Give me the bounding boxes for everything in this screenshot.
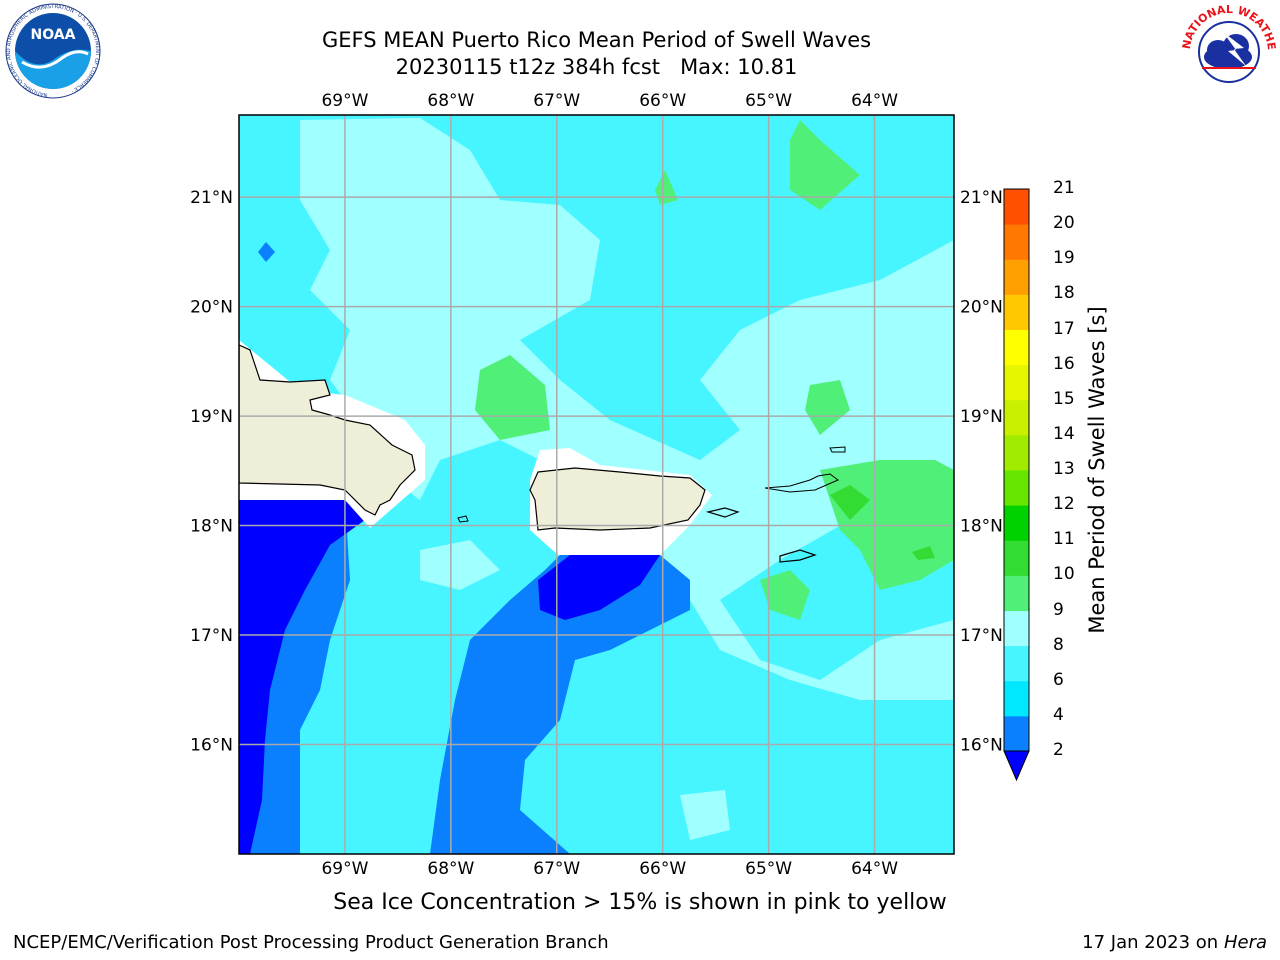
anegada-coastline: [829, 446, 846, 453]
colorbar-swatch: [1004, 575, 1029, 611]
colorbar-swatch: [1004, 399, 1029, 436]
contour-9-10: [805, 380, 850, 435]
colorbar-swatch: [1004, 470, 1029, 506]
contour-9-10: [790, 120, 860, 210]
colorbar-swatch: [1004, 259, 1029, 295]
contour-2-4: [239, 500, 365, 854]
colorbar-tick-label: 13: [1053, 459, 1075, 479]
colorbar-extend-min: [1003, 750, 1030, 782]
lon-tick-label: 65°W: [745, 859, 792, 879]
contour-9-10: [655, 170, 678, 205]
st-croix-coastline: [779, 549, 817, 563]
colorbar-tick-label: 8: [1053, 634, 1064, 655]
lat-tick-label: 18°N: [190, 517, 233, 537]
colorbar-tick-label: 19: [1053, 248, 1075, 269]
colorbar-swatch: [1004, 329, 1029, 366]
lon-tick-label: 66°W: [639, 859, 686, 879]
hispaniola-coastline: [239, 344, 416, 516]
puerto-rico-coastline: [529, 467, 706, 531]
colorbar-tick-label: 4: [1053, 704, 1064, 725]
mona-island-coastline: [457, 515, 469, 523]
lon-tick-label: 67°W: [533, 91, 580, 111]
lat-tick-label: 19°N: [190, 407, 233, 427]
contour-9-10: [760, 570, 810, 620]
virgin-islands-coastline: [764, 473, 839, 493]
map-gridlines: [239, 115, 954, 854]
footer-date: 17 Jan 2023 on Hera: [1082, 932, 1267, 953]
colorbar-swatch: [1004, 434, 1029, 471]
colorbar-swatch: [1004, 715, 1029, 752]
lat-tick-label: 16°N: [190, 736, 233, 756]
colorbar-tick-label: 6: [1053, 669, 1064, 690]
lon-tick-label: 64°W: [851, 91, 898, 111]
lon-tick-label: 64°W: [851, 859, 898, 879]
footer-host: Hera: [1223, 932, 1267, 953]
colorbar-label: Mean Period of Swell Waves [s]: [1085, 306, 1109, 634]
lon-tick-label: 69°W: [321, 859, 368, 879]
chart-title: GEFS MEAN Puerto Rico Mean Period of Swe…: [321, 28, 872, 52]
contour-2-4: [538, 555, 660, 620]
lat-tick-label: 17°N: [960, 626, 1003, 646]
colorbar-tick-label: 15: [1053, 388, 1075, 409]
lon-tick-label: 65°W: [745, 91, 792, 111]
vieques-coastline: [705, 507, 740, 518]
lat-tick-label: 19°N: [960, 407, 1003, 427]
footer-credit: NCEP/EMC/Verification Post Processing Pr…: [13, 932, 609, 953]
footer-date-text: 17 Jan 2023 on: [1082, 932, 1224, 953]
colorbar-swatch: [1004, 224, 1029, 260]
colorbar-swatch: [1004, 610, 1029, 647]
colorbar-swatch: [1004, 680, 1029, 717]
lon-tick-label: 67°W: [533, 859, 580, 879]
map-frame: [238, 114, 955, 855]
contour-8-9: [680, 790, 730, 840]
colorbar-tick-label: 17: [1053, 318, 1075, 339]
colorbar-tick-label: 16: [1053, 353, 1075, 374]
map-tick-labels: 69°W 69°W 68°W 68°W 67°W 67°W 66°W 66°W 65°W 65°W…: [190, 91, 1003, 879]
colorbar-swatch: [1004, 189, 1029, 225]
lon-tick-label: 68°W: [427, 91, 474, 111]
contour-field: [239, 115, 954, 854]
contour-4-6: [258, 242, 275, 262]
noaa-logo: NATIONAL OCEANIC AND ATMOSPHERIC ADMINIS…: [5, 3, 101, 99]
colorbar-tick-label: 9: [1053, 599, 1064, 620]
colorbar-tick-label: 20: [1053, 213, 1075, 234]
contour-9-10: [475, 355, 550, 440]
colorbar-tick-label: 10: [1053, 564, 1075, 585]
colorbar-swatch: [1004, 540, 1029, 576]
colorbar-tick-label: 18: [1053, 283, 1075, 304]
chart-subtitle: 20230115 t12z 384h fcst Max: 10.81: [395, 55, 798, 79]
colorbar-tick-label: 14: [1053, 423, 1075, 444]
lon-tick-label: 66°W: [639, 91, 686, 111]
colorbar-swatch: [1004, 364, 1029, 401]
lat-tick-label: 21°N: [960, 188, 1003, 208]
sea-ice-note: Sea Ice Concentration > 15% is shown in …: [333, 890, 947, 915]
colorbar-tick-label: 21: [1053, 178, 1075, 198]
colorbar-swatch: [1004, 294, 1029, 330]
lat-tick-label: 20°N: [190, 298, 233, 318]
lat-tick-label: 18°N: [960, 517, 1003, 537]
lon-tick-label: 68°W: [427, 859, 474, 879]
colorbar-tick-label: 12: [1053, 494, 1075, 515]
lat-tick-label: 20°N: [960, 298, 1003, 318]
contour-4-6: [430, 555, 690, 854]
colorbar-tick-label: 11: [1053, 529, 1075, 550]
contour-8-9: [420, 540, 500, 590]
nws-logo: NATIONAL WEATHER SERVICE: [1178, 2, 1278, 98]
contour-8-9: [300, 118, 954, 700]
svg-text:NOAA: NOAA: [31, 27, 76, 43]
lat-tick-label: 17°N: [190, 626, 233, 646]
colorbar-tick-label: 2: [1053, 740, 1064, 760]
contour-10-11: [912, 546, 935, 560]
lon-tick-label: 69°W: [321, 91, 368, 111]
lat-tick-label: 21°N: [190, 188, 233, 208]
contour-10-11: [830, 485, 870, 520]
colorbar: [1003, 188, 1030, 782]
lat-tick-label: 16°N: [960, 736, 1003, 756]
colorbar-swatch: [1004, 505, 1029, 541]
colorbar-swatch: [1004, 645, 1029, 682]
